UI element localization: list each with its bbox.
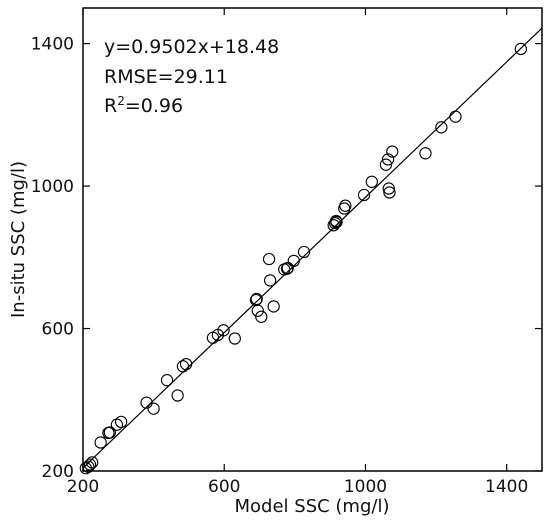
data-point-18 [228, 332, 241, 345]
r-squared-value: =0.96 [125, 95, 183, 117]
rmse-annotation: RMSE=29.11 [104, 66, 228, 88]
data-point-8 [114, 415, 128, 429]
data-point-42 [383, 186, 396, 199]
data-point-39 [379, 158, 393, 171]
data-point-27 [280, 262, 294, 275]
r-squared-superscript: 2 [117, 94, 125, 108]
data-point-32 [328, 216, 342, 230]
y-axis-ticks: 200 600 1000 1400 [31, 35, 542, 482]
data-point-37 [357, 188, 371, 202]
y-tick-label-2: 1000 [31, 177, 74, 197]
x-tick-label-1: 600 [208, 477, 240, 497]
y-tick-label-3: 1400 [31, 35, 74, 55]
data-point-46 [449, 110, 462, 123]
data-point-38 [365, 175, 378, 188]
data-point-25 [267, 300, 280, 313]
data-point-9 [140, 396, 153, 409]
data-point-40 [381, 153, 395, 166]
x-tick-label-0: 200 [67, 477, 99, 497]
data-point-36 [339, 199, 352, 212]
r-squared-prefix: R [104, 95, 117, 117]
data-point-17 [217, 324, 230, 337]
data-point-2 [83, 458, 97, 471]
data-point-6 [103, 426, 116, 439]
data-point-34 [330, 215, 343, 229]
data-point-23 [262, 252, 276, 266]
y-tick-label-0: 200 [42, 462, 74, 482]
equation-annotation: y=0.9502x+18.48 [104, 36, 279, 58]
r-squared-annotation: R2=0.96 [104, 94, 183, 117]
data-point-24 [263, 274, 277, 287]
data-point-21 [251, 304, 264, 317]
data-point-4 [94, 436, 107, 449]
data-point-10 [147, 402, 160, 415]
data-point-44 [419, 147, 432, 160]
data-point-43 [386, 145, 399, 158]
data-point-11 [160, 374, 174, 387]
marks-layer [79, 42, 527, 475]
data-point-45 [435, 121, 448, 134]
data-point-3 [86, 456, 99, 469]
x-tick-label-3: 1400 [485, 477, 528, 497]
data-point-20 [250, 292, 263, 306]
data-point-14 [179, 358, 193, 371]
y-axis-label: In-situ SSC (mg/l) [8, 161, 29, 318]
fit-line [82, 27, 543, 469]
data-point-7 [110, 418, 124, 431]
y-tick-label-1: 600 [42, 320, 74, 340]
x-axis-label: Model SSC (mg/l) [235, 496, 390, 517]
plot-frame [82, 7, 543, 472]
data-point-12 [171, 389, 184, 402]
data-point-30 [297, 245, 311, 259]
data-point-29 [287, 254, 300, 268]
x-tick-label-2: 1000 [344, 477, 387, 497]
data-point-41 [382, 182, 395, 195]
data-point-28 [281, 261, 294, 275]
data-point-22 [255, 310, 268, 323]
data-point-47 [514, 42, 527, 56]
x-axis-ticks: 200 600 1000 1400 [67, 8, 528, 497]
